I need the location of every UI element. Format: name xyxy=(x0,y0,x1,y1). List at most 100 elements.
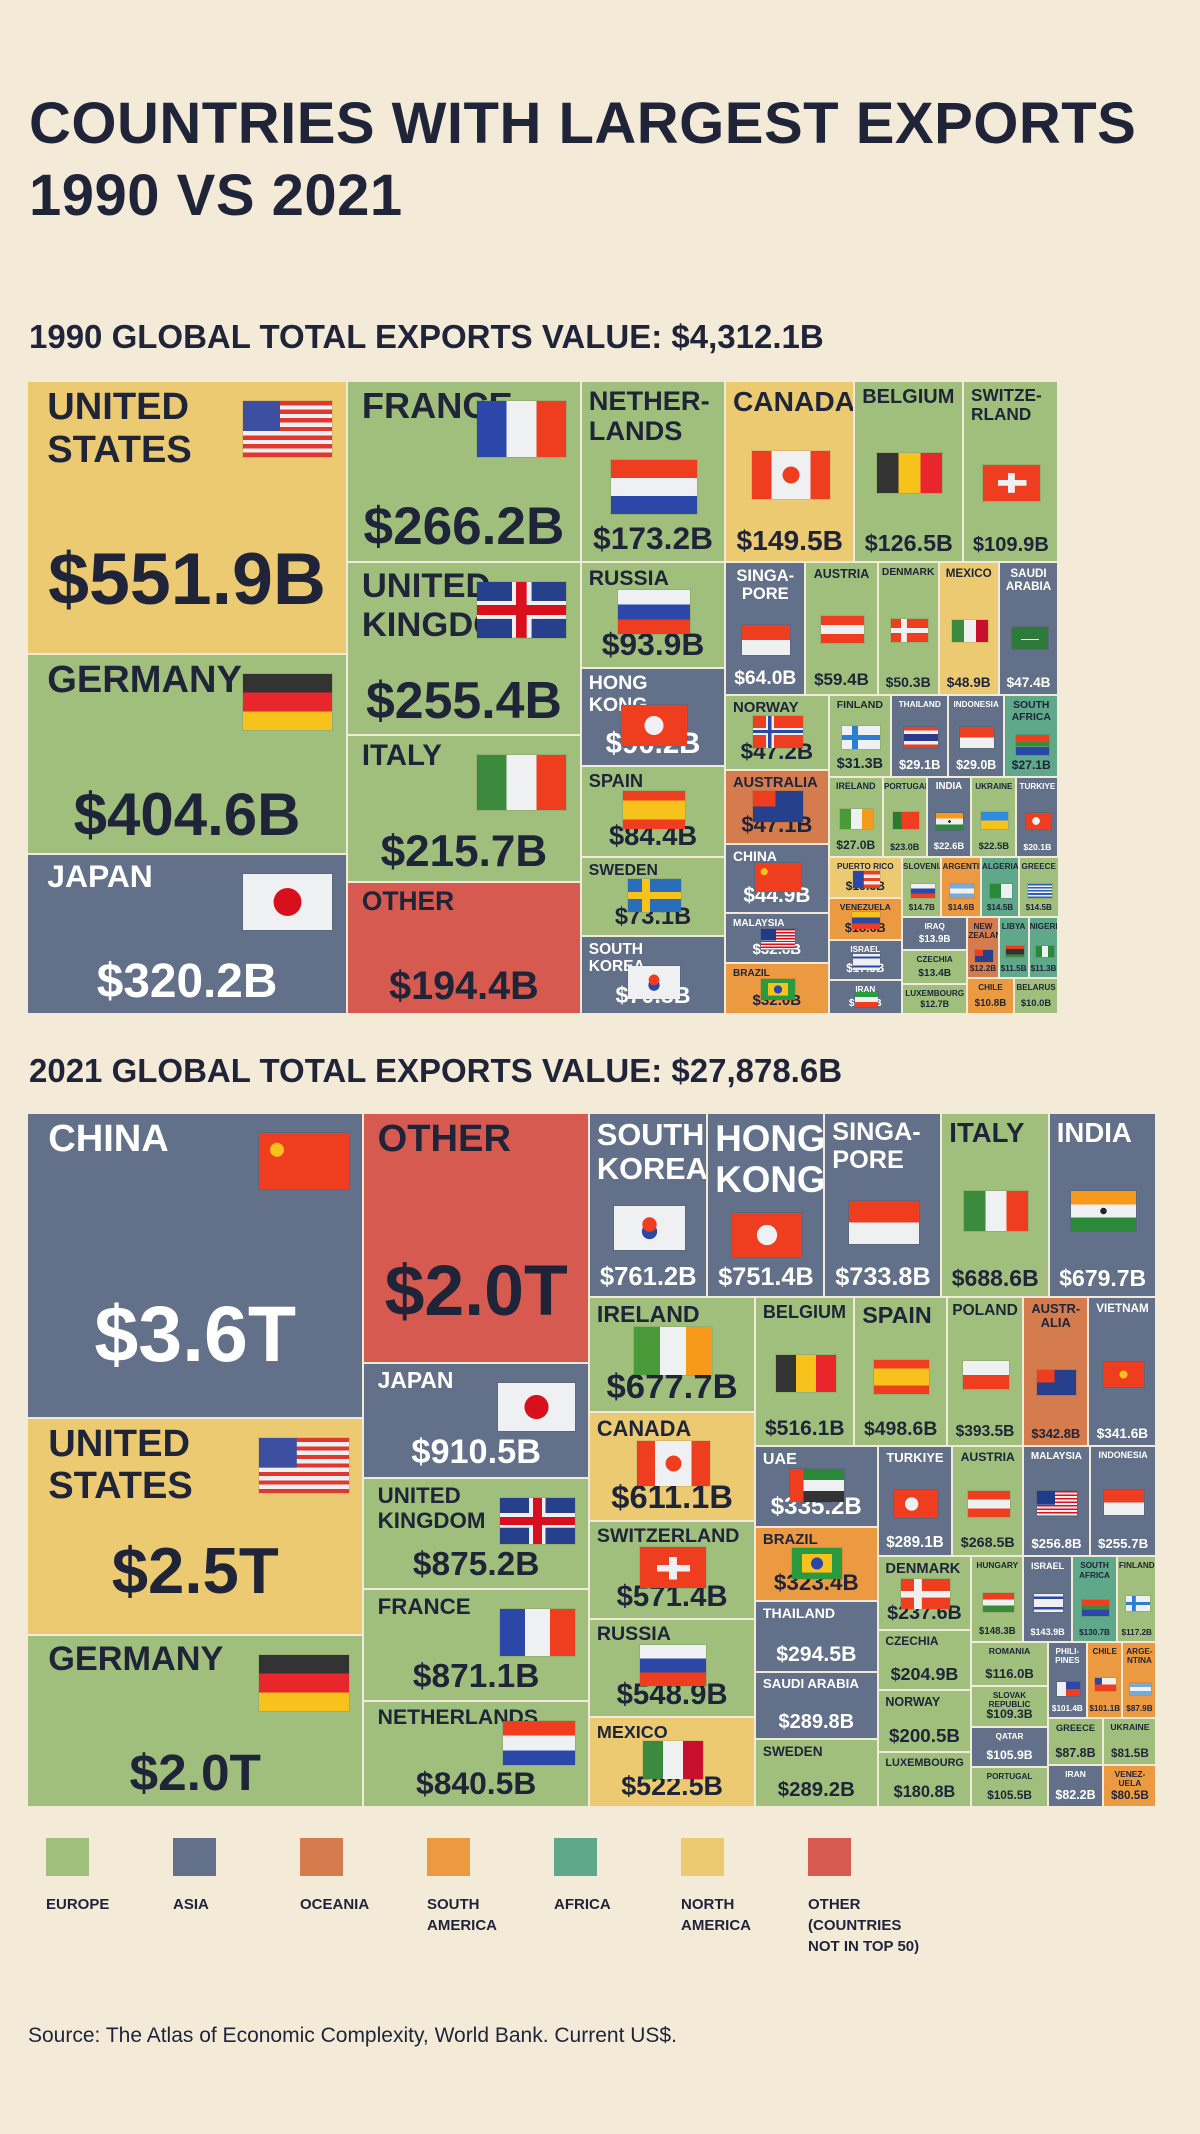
flag-es-icon xyxy=(873,1360,930,1395)
treemap-cell-italy: ITALY $215.7B xyxy=(346,734,581,882)
country-label: SOUTH AFRICA xyxy=(1011,700,1051,723)
export-value: $516.1B xyxy=(764,1417,845,1441)
export-value: $551.9B xyxy=(48,536,327,620)
treemap-cell-greece: GREECE $87.8B xyxy=(1047,1718,1104,1765)
country-label: HUNGARY xyxy=(976,1560,1019,1571)
flag-cn-icon xyxy=(754,863,802,893)
flag-za-icon xyxy=(1082,1599,1109,1617)
flag-ve-icon xyxy=(852,911,881,930)
export-value: $341.6B xyxy=(1096,1426,1149,1442)
country-label: LIBYA xyxy=(1001,922,1026,931)
flag-in-icon xyxy=(936,812,964,830)
treemap-1990-title: 1990 GLOBAL TOTAL EXPORTS VALUE: $4,312.… xyxy=(29,318,824,355)
legend-item-europe: EUROPE xyxy=(46,1838,166,1915)
treemap-cell-iran: IRAN $82.2B xyxy=(1047,1764,1104,1807)
flag-gr-icon xyxy=(1027,883,1052,899)
legend-label: NORTH AMERICA xyxy=(681,1896,751,1934)
flag-ru-icon xyxy=(640,1645,707,1687)
treemap-cell-russia: RUSSIA $93.9B xyxy=(580,561,726,668)
export-value: $2.5T xyxy=(111,1534,279,1608)
export-value: $215.7B xyxy=(380,826,548,876)
treemap-cell-canada: CANADA $149.5B xyxy=(725,380,855,562)
country-label: ITALY xyxy=(949,1116,1025,1148)
flag-ru-icon xyxy=(618,590,690,635)
export-value: $289.1B xyxy=(886,1534,944,1552)
export-value: $679.7B xyxy=(1059,1264,1147,1291)
flag-tr-icon xyxy=(893,1490,939,1518)
export-value: $29.1B xyxy=(899,756,941,772)
treemap-cell-switze-rland: SWITZE- RLAND $109.9B xyxy=(963,380,1059,562)
export-value: $143.9B xyxy=(1030,1627,1065,1638)
flag-dk-icon xyxy=(890,618,928,642)
treemap-cell-ukraine: UKRAINE $81.5B xyxy=(1103,1718,1157,1765)
export-value: $342.8B xyxy=(1031,1426,1081,1442)
flag-mx-icon xyxy=(642,1741,704,1779)
treemap-cell-mexico: MEXICO $48.9B xyxy=(938,561,999,696)
flag-id-icon xyxy=(960,727,994,748)
flag-fi-icon xyxy=(1125,1596,1150,1611)
country-label: CHILE xyxy=(978,983,1003,993)
export-value: $14.5B xyxy=(986,902,1014,912)
country-label: TURKIYE xyxy=(1019,781,1056,791)
export-value: $80.5B xyxy=(1111,1788,1149,1802)
country-label: BRAZIL xyxy=(762,1530,818,1548)
country-label: MALAYSIA xyxy=(1030,1451,1082,1463)
flag-ie-icon xyxy=(840,808,874,830)
country-label: SLOVENIA xyxy=(903,862,942,872)
export-value: $82.2B xyxy=(1055,1787,1096,1802)
export-value: $14.5B xyxy=(1025,902,1052,912)
country-label: NETHERLANDS xyxy=(377,1705,538,1729)
treemap-cell-france: FRANCE $871.1B xyxy=(363,1589,590,1701)
export-value: $688.6B xyxy=(951,1264,1039,1291)
export-value: $875.2B xyxy=(412,1546,540,1584)
country-label: ITALY xyxy=(361,738,442,772)
country-label: TURKIYE xyxy=(886,1450,944,1466)
country-label: MEXICO xyxy=(945,566,992,580)
treemap-cell-portugal: PORTUGAL $23.0B xyxy=(882,776,927,858)
export-value: $10.8B xyxy=(974,997,1007,1009)
treemap-cell-venezuela: VENEZUELA$18.6B xyxy=(828,897,903,941)
flag-ch-icon xyxy=(983,465,1041,501)
treemap-cell-belgium: BELGIUM $516.1B xyxy=(755,1296,855,1447)
treemap-cell-sweden: SWEDEN $73.1B xyxy=(580,857,726,937)
country-label: SWEDEN xyxy=(762,1743,823,1759)
treemap-cell-france: FRANCE $266.2B xyxy=(346,380,581,562)
country-label: GERMANY xyxy=(48,1640,224,1679)
treemap-cell-ireland: IRELAND $27.0B xyxy=(828,776,883,858)
export-value: $10.0B xyxy=(1020,997,1052,1009)
export-value: $871.1B xyxy=(412,1657,540,1695)
flag-us-icon xyxy=(258,1437,349,1494)
treemap-cell-vietnam: VIETNAM $341.6B xyxy=(1088,1296,1157,1447)
treemap-cell-slovenia: SLOVENIA $14.7B xyxy=(902,857,942,917)
country-label: GREECE xyxy=(1021,862,1056,872)
treemap-cell-united-kingdom: UNITED KINGDOM $875.2B xyxy=(363,1477,590,1590)
treemap-cell-japan: JAPAN $910.5B xyxy=(363,1363,590,1478)
country-label: INDONESIA xyxy=(953,700,999,710)
flag-at-icon xyxy=(967,1490,1010,1518)
country-label: OTHER xyxy=(361,885,455,916)
country-label: POLAND xyxy=(952,1301,1018,1319)
flag-ca-icon xyxy=(636,1440,710,1487)
flag-si-icon xyxy=(910,883,935,899)
treemap-cell-belgium: BELGIUM $126.5B xyxy=(854,380,964,562)
legend-swatch xyxy=(808,1838,851,1876)
country-label: AUSTRIA xyxy=(813,566,870,581)
export-value: $11.3B xyxy=(1030,964,1057,974)
export-value: $116.0B xyxy=(985,1665,1034,1681)
treemap-cell-israel: ISRAEL$17.5B xyxy=(828,940,903,980)
treemap-cell-indonesia: INDONESIA $255.7B xyxy=(1089,1446,1157,1557)
export-value: $50.3B xyxy=(885,674,931,691)
country-label: SOUTH KOREA xyxy=(596,1116,708,1187)
export-value: $31.3B xyxy=(836,755,883,772)
treemap-cell-arge-ntina: ARGE- NTINA $87.9B xyxy=(1122,1642,1157,1719)
treemap-cell-south-korea: SOUTH KOREA$70.8B xyxy=(580,936,726,1014)
treemap-cell-denmark: DENMARK $237.6B xyxy=(877,1556,972,1630)
flag-nl-icon xyxy=(503,1720,575,1765)
flag-es-icon xyxy=(623,790,685,829)
export-value: $12.2B xyxy=(969,964,997,974)
treemap-cell-turkiye: TURKIYE $20.1B xyxy=(1016,776,1059,858)
country-label: NORWAY xyxy=(732,699,799,717)
treemap-cell-mexico: MEXICO $522.5B xyxy=(589,1717,756,1807)
export-value: $320.2B xyxy=(96,954,278,1008)
